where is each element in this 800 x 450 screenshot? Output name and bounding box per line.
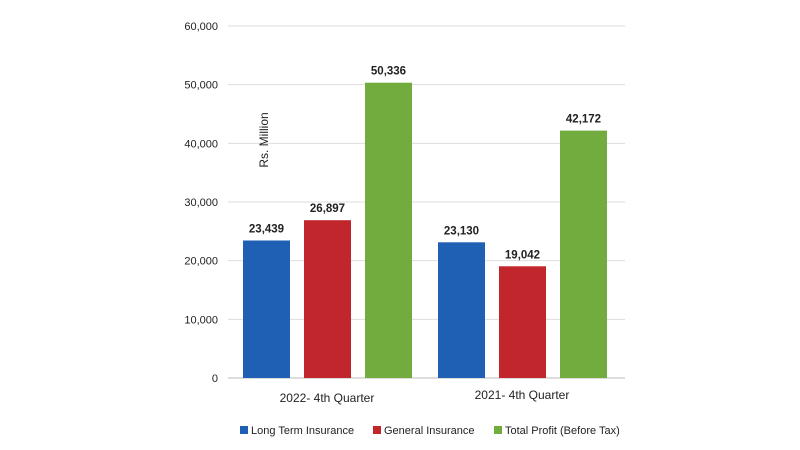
legend-label: Long Term Insurance (251, 425, 354, 437)
x-category-label: 2021- 4th Quarter (475, 388, 570, 402)
y-tick-label: 40,000 (184, 138, 218, 150)
y-axis-ticks: 0 10,000 20,000 30,000 40,000 50,000 60,000 (184, 21, 218, 385)
y-tick-label: 0 (212, 373, 218, 385)
x-category-label: 2022- 4th Quarter (280, 391, 375, 405)
bar (243, 240, 290, 378)
y-tick-label: 20,000 (184, 256, 218, 268)
legend-label: Total Profit (Before Tax) (505, 425, 620, 437)
y-axis-label: Rs. Million (257, 112, 271, 167)
data-label: 23,439 (249, 223, 284, 235)
y-tick-label: 10,000 (184, 314, 218, 326)
legend-swatch (373, 426, 381, 434)
data-label: 42,172 (566, 114, 601, 126)
y-tick-label: 60,000 (184, 21, 218, 33)
data-label: 26,897 (310, 203, 345, 215)
data-label: 19,042 (505, 249, 540, 261)
y-tick-label: 30,000 (184, 197, 218, 209)
legend-swatch (240, 426, 248, 434)
x-axis-categories: 2022- 4th Quarter 2021- 4th Quarter (280, 388, 570, 405)
bar (304, 220, 351, 378)
bar (365, 82, 412, 378)
legend: Long Term Insurance General Insurance Tota… (240, 425, 620, 437)
bar (438, 242, 485, 378)
y-tick-label: 50,000 (184, 80, 218, 92)
data-labels: 23,439 26,897 50,336 23,130 19,042 42,172 (249, 66, 601, 262)
gridlines (228, 25, 625, 379)
data-label: 50,336 (371, 66, 406, 78)
bars (243, 82, 607, 378)
legend-label: General Insurance (384, 425, 475, 437)
bar (560, 130, 607, 378)
data-label: 23,130 (444, 225, 479, 237)
bar (499, 266, 546, 378)
legend-swatch (494, 426, 502, 434)
